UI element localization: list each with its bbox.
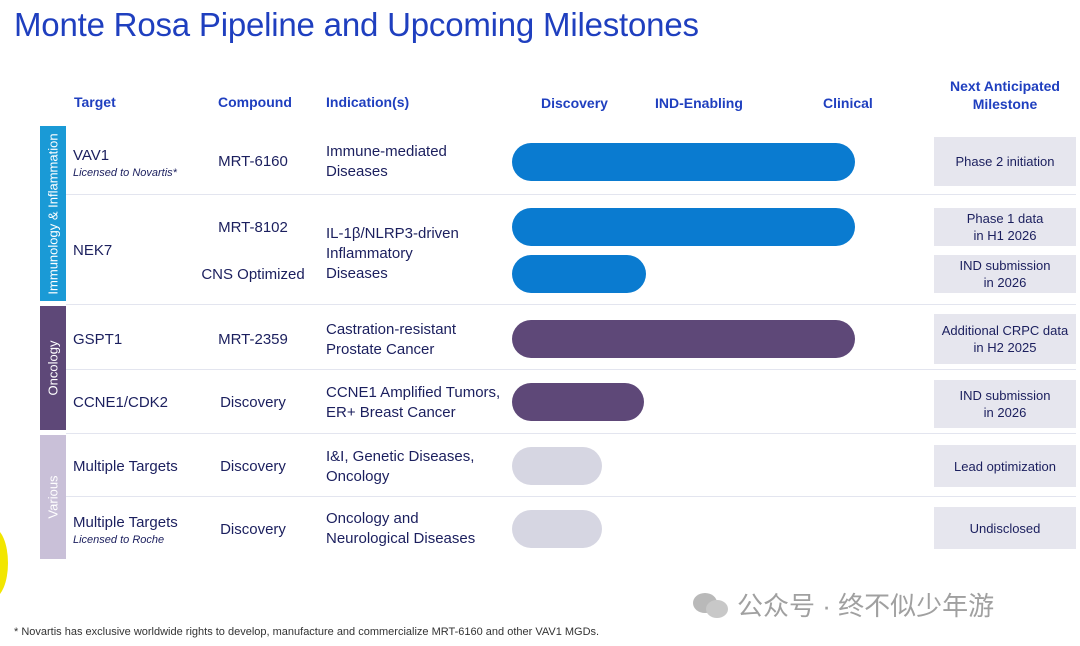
row-divider — [66, 496, 1076, 497]
page-title: Monte Rosa Pipeline and Upcoming Milesto… — [14, 6, 699, 43]
progress-bar-multi1 — [512, 447, 602, 485]
footnote: * Novartis has exclusive worldwide right… — [14, 626, 600, 638]
compound-discovery-multi2: Discovery — [220, 521, 286, 538]
compound-mrt-8102: MRT-8102 — [218, 219, 288, 236]
watermark-text: 公众号 · 终不似少年游 — [737, 591, 995, 621]
compound-cns-optimized: CNS Optimized — [201, 266, 305, 283]
row-divider — [66, 369, 1076, 370]
band-oncology: Oncology — [40, 306, 66, 430]
header-next-milestone: Next Anticipated Milestone — [950, 78, 1060, 112]
indication-vav1: Immune-mediated Diseases — [326, 143, 447, 180]
compound-discovery-multi1: Discovery — [220, 458, 286, 475]
band-immunology: Immunology & Inflammation — [40, 126, 66, 301]
band-various: Various — [40, 435, 66, 559]
target-vav1: VAV1 Licensed to Novartis* — [73, 147, 177, 179]
compound-mrt-2359: MRT-2359 — [218, 331, 288, 348]
indication-multi2: Oncology and Neurological Diseases — [326, 510, 476, 547]
target-gspt1: GSPT1 — [73, 331, 123, 348]
target-nek7: NEK7 — [73, 242, 113, 259]
progress-bar-vav1 — [512, 143, 855, 181]
target-multiple-targets-roche: Multiple Targets Licensed to Roche — [73, 514, 178, 546]
milestone-multi1: Lead optimization — [934, 445, 1076, 487]
milestone-ccne1: IND submission in 2026 — [934, 380, 1076, 428]
header-compound: Compound — [218, 94, 292, 110]
target-vav1-note: Licensed to Novartis* — [73, 167, 177, 179]
progress-bar-multi2 — [512, 510, 602, 548]
progress-bar-mrt-8102 — [512, 208, 855, 246]
target-multiple-targets: Multiple Targets — [73, 458, 178, 475]
indication-ccne1: CCNE1 Amplified Tumors, ER+ Breast Cancer — [326, 384, 501, 421]
wechat-icon — [693, 591, 729, 619]
row-divider — [66, 433, 1076, 434]
indication-nek7: IL-1β/NLRP3-driven Inflammatory Diseases — [326, 225, 459, 282]
progress-bar-cns-optimized — [512, 255, 646, 293]
header-ind-enabling: IND-Enabling — [655, 95, 743, 111]
row-divider — [66, 304, 1076, 305]
milestone-multi2: Undisclosed — [934, 507, 1076, 549]
milestone-vav1: Phase 2 initiation — [934, 137, 1076, 186]
band-label-oncology: Oncology — [45, 340, 61, 396]
row-divider — [66, 194, 1076, 195]
target-ccne1-cdk2: CCNE1/CDK2 — [73, 394, 169, 411]
header-discovery: Discovery — [541, 95, 608, 111]
band-label-immunology: Immunology & Inflammation — [45, 132, 61, 295]
milestone-mrt-8102: Phase 1 data in H1 2026 — [934, 208, 1076, 246]
yellow-highlight-shape — [0, 528, 8, 598]
milestone-gspt1: Additional CRPC data in H2 2025 — [934, 314, 1076, 364]
header-indication: Indication(s) — [326, 94, 410, 110]
header-clinical: Clinical — [823, 95, 873, 111]
band-label-various: Various — [45, 475, 61, 519]
indication-multi1: I&I, Genetic Diseases, Oncology — [326, 448, 475, 485]
progress-bar-ccne1 — [512, 383, 644, 421]
milestone-cns-optimized: IND submission in 2026 — [934, 255, 1076, 293]
watermark: 公众号 · 终不似少年游 — [693, 586, 994, 623]
compound-discovery-ccne1: Discovery — [220, 394, 286, 411]
compound-mrt-6160: MRT-6160 — [218, 153, 288, 170]
progress-bar-gspt1 — [512, 320, 855, 358]
target-roche-note: Licensed to Roche — [73, 534, 165, 546]
header-target: Target — [74, 94, 116, 110]
indication-gspt1: Castration-resistant Prostate Cancer — [326, 321, 457, 358]
